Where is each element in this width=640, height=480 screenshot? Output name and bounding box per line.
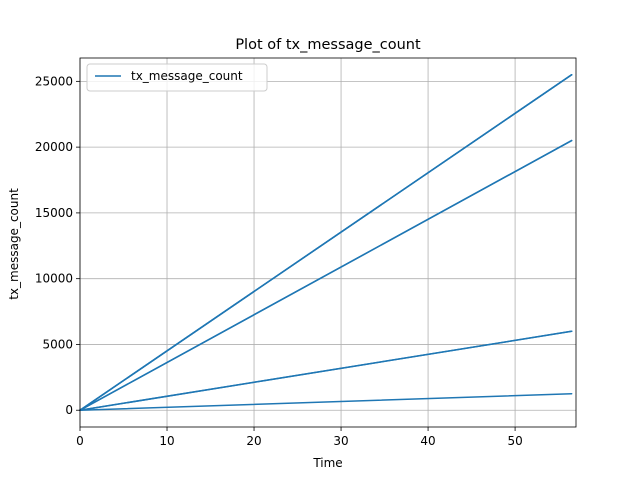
x-tick-label: 10: [159, 434, 174, 448]
chart-title: Plot of tx_message_count: [235, 37, 421, 53]
x-axis-label: Time: [312, 456, 342, 470]
series-line-segment: [79, 330, 573, 411]
legend-label: tx_message_count: [131, 69, 243, 83]
series-line-segment: [79, 139, 573, 411]
x-axis-ticks: 0 10 20 30 40 50: [76, 427, 523, 448]
y-tick-label: 10000: [35, 272, 73, 286]
plot-frame: [79, 57, 577, 428]
series-line-segment: [79, 393, 573, 411]
legend-box: [86, 63, 268, 92]
legend: tx_message_count: [86, 63, 268, 92]
series-line-segment: [79, 74, 573, 411]
x-tick-label: 0: [76, 434, 84, 448]
x-tick-label: 20: [246, 434, 261, 448]
series-lines: [79, 74, 573, 411]
y-tick-label: 15000: [35, 206, 73, 220]
y-tick-label: 20000: [35, 140, 73, 154]
y-tick-label: 25000: [35, 74, 73, 88]
y-tick-label: 0: [65, 403, 73, 417]
y-tick-label: 5000: [42, 337, 73, 351]
x-tick-label: 40: [420, 434, 435, 448]
y-axis-ticks: 0 5000 10000 15000 20000 25000: [35, 74, 80, 417]
x-tick-label: 50: [507, 434, 522, 448]
x-tick-label: 30: [333, 434, 348, 448]
grid-lines: [79, 58, 576, 427]
y-axis-label: tx_message_count: [7, 188, 21, 300]
